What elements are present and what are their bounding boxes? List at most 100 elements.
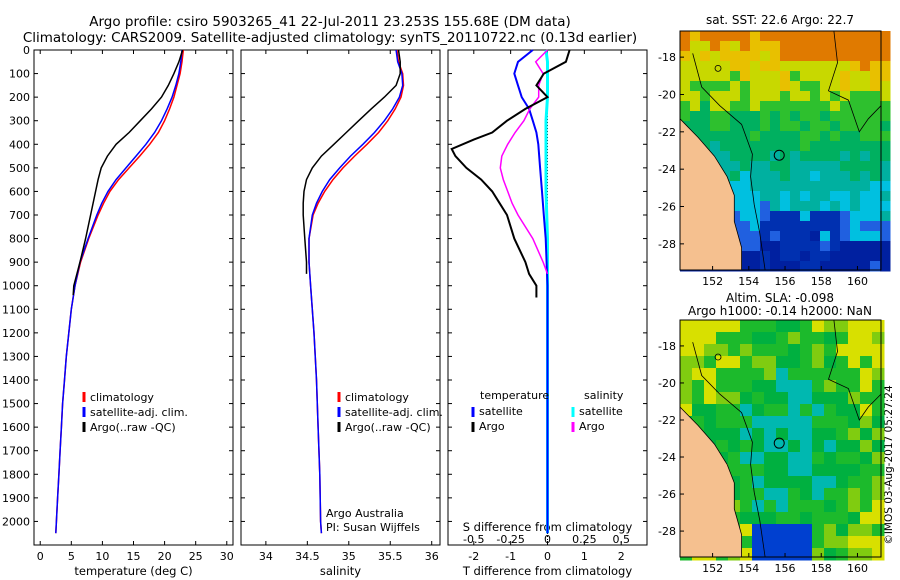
map-cell [870, 201, 881, 212]
map-sla_map [679, 319, 885, 561]
map-cell [788, 452, 801, 465]
ytick-label: 400 [9, 138, 30, 151]
map-cell [730, 131, 741, 142]
map-cell [812, 368, 825, 381]
map-cell [800, 320, 813, 333]
map-cell [760, 161, 771, 172]
map-cell [872, 356, 885, 369]
map-cell [860, 548, 873, 561]
map-cell [770, 191, 781, 202]
seamount-contour [714, 353, 722, 361]
map-cell [740, 320, 753, 333]
map-cell [830, 171, 841, 182]
map-cell [800, 61, 811, 72]
map-cell [824, 548, 837, 561]
map-cell [840, 211, 851, 222]
map-cell [836, 416, 849, 429]
map-cell [872, 392, 885, 405]
map-cell [824, 536, 837, 549]
map-cell [810, 231, 821, 242]
map-cell [836, 428, 849, 441]
map-cell [810, 221, 821, 232]
map-cell [770, 201, 781, 212]
legend-title-temperature: temperature [480, 389, 549, 402]
xtick-label-s: -0.25 [496, 533, 524, 546]
series-diff-1 [513, 49, 549, 534]
map-cell [770, 31, 781, 42]
map-cell [800, 536, 813, 549]
ytick-label: 1200 [2, 327, 30, 340]
map-cell [764, 488, 777, 501]
map-cell [740, 101, 751, 112]
map-cell [820, 41, 831, 52]
map-cell [840, 171, 851, 182]
map-cell [790, 41, 801, 52]
map-cell [700, 81, 711, 92]
map-cell [848, 512, 861, 525]
map-cell [800, 261, 811, 272]
map-cell [860, 452, 873, 465]
map-cell [750, 161, 761, 172]
map-cell [790, 201, 801, 212]
map-cell [790, 121, 801, 132]
map-cell [810, 171, 821, 182]
map-cell [800, 141, 811, 152]
map-cell [740, 121, 751, 132]
map-cell [790, 211, 801, 222]
map-cell [790, 51, 801, 62]
map-cell [872, 440, 885, 453]
map-cell [812, 464, 825, 477]
map-cell [788, 500, 801, 513]
map-cell [860, 61, 871, 72]
map-cell [760, 241, 771, 252]
map-cell [860, 320, 873, 333]
map-cell [840, 131, 851, 142]
map-cell [750, 61, 761, 72]
map-frame [679, 30, 882, 271]
map-cell [728, 368, 741, 381]
map-ytick-label: -24 [658, 451, 676, 464]
map-cell [840, 221, 851, 232]
map-cell [700, 71, 711, 82]
map-cell [870, 161, 881, 172]
map-cell [860, 101, 871, 112]
map-cell [810, 31, 821, 42]
map-cell [692, 404, 705, 417]
map-cell [810, 211, 821, 222]
map-xtick-label: 158 [811, 275, 832, 288]
map-cell [716, 332, 729, 345]
map-cell [740, 171, 751, 182]
map-cell [720, 161, 731, 172]
map-cell [760, 101, 771, 112]
map-cell [776, 332, 789, 345]
map-cell [728, 440, 741, 453]
map-cell [860, 261, 871, 272]
map-cell [850, 101, 861, 112]
map-cell [850, 161, 861, 172]
map-cell [800, 211, 811, 222]
map-cell [880, 171, 891, 182]
map-cell [840, 181, 851, 192]
map-cell [830, 151, 841, 162]
map-cell [788, 392, 801, 405]
map-cell [750, 151, 761, 162]
map-cell [840, 241, 851, 252]
map-cell [820, 241, 831, 252]
sst-map-title: sat. SST: 22.6 Argo: 22.7 [705, 13, 855, 27]
series-temperature-2 [72, 49, 184, 296]
map-cell [850, 231, 861, 242]
map-cell [812, 524, 825, 537]
map-cell [728, 452, 741, 465]
map-cell [850, 251, 861, 262]
legend-title-salinity: salinity [584, 389, 624, 402]
map-cell [750, 201, 761, 212]
map-cell [812, 332, 825, 345]
map-cell [780, 131, 791, 142]
ytick-label: 1800 [2, 468, 30, 481]
map-cell [730, 191, 741, 202]
map-cell [780, 161, 791, 172]
map-cell [692, 320, 705, 333]
map-cell [750, 91, 761, 102]
map-cell [710, 141, 721, 152]
